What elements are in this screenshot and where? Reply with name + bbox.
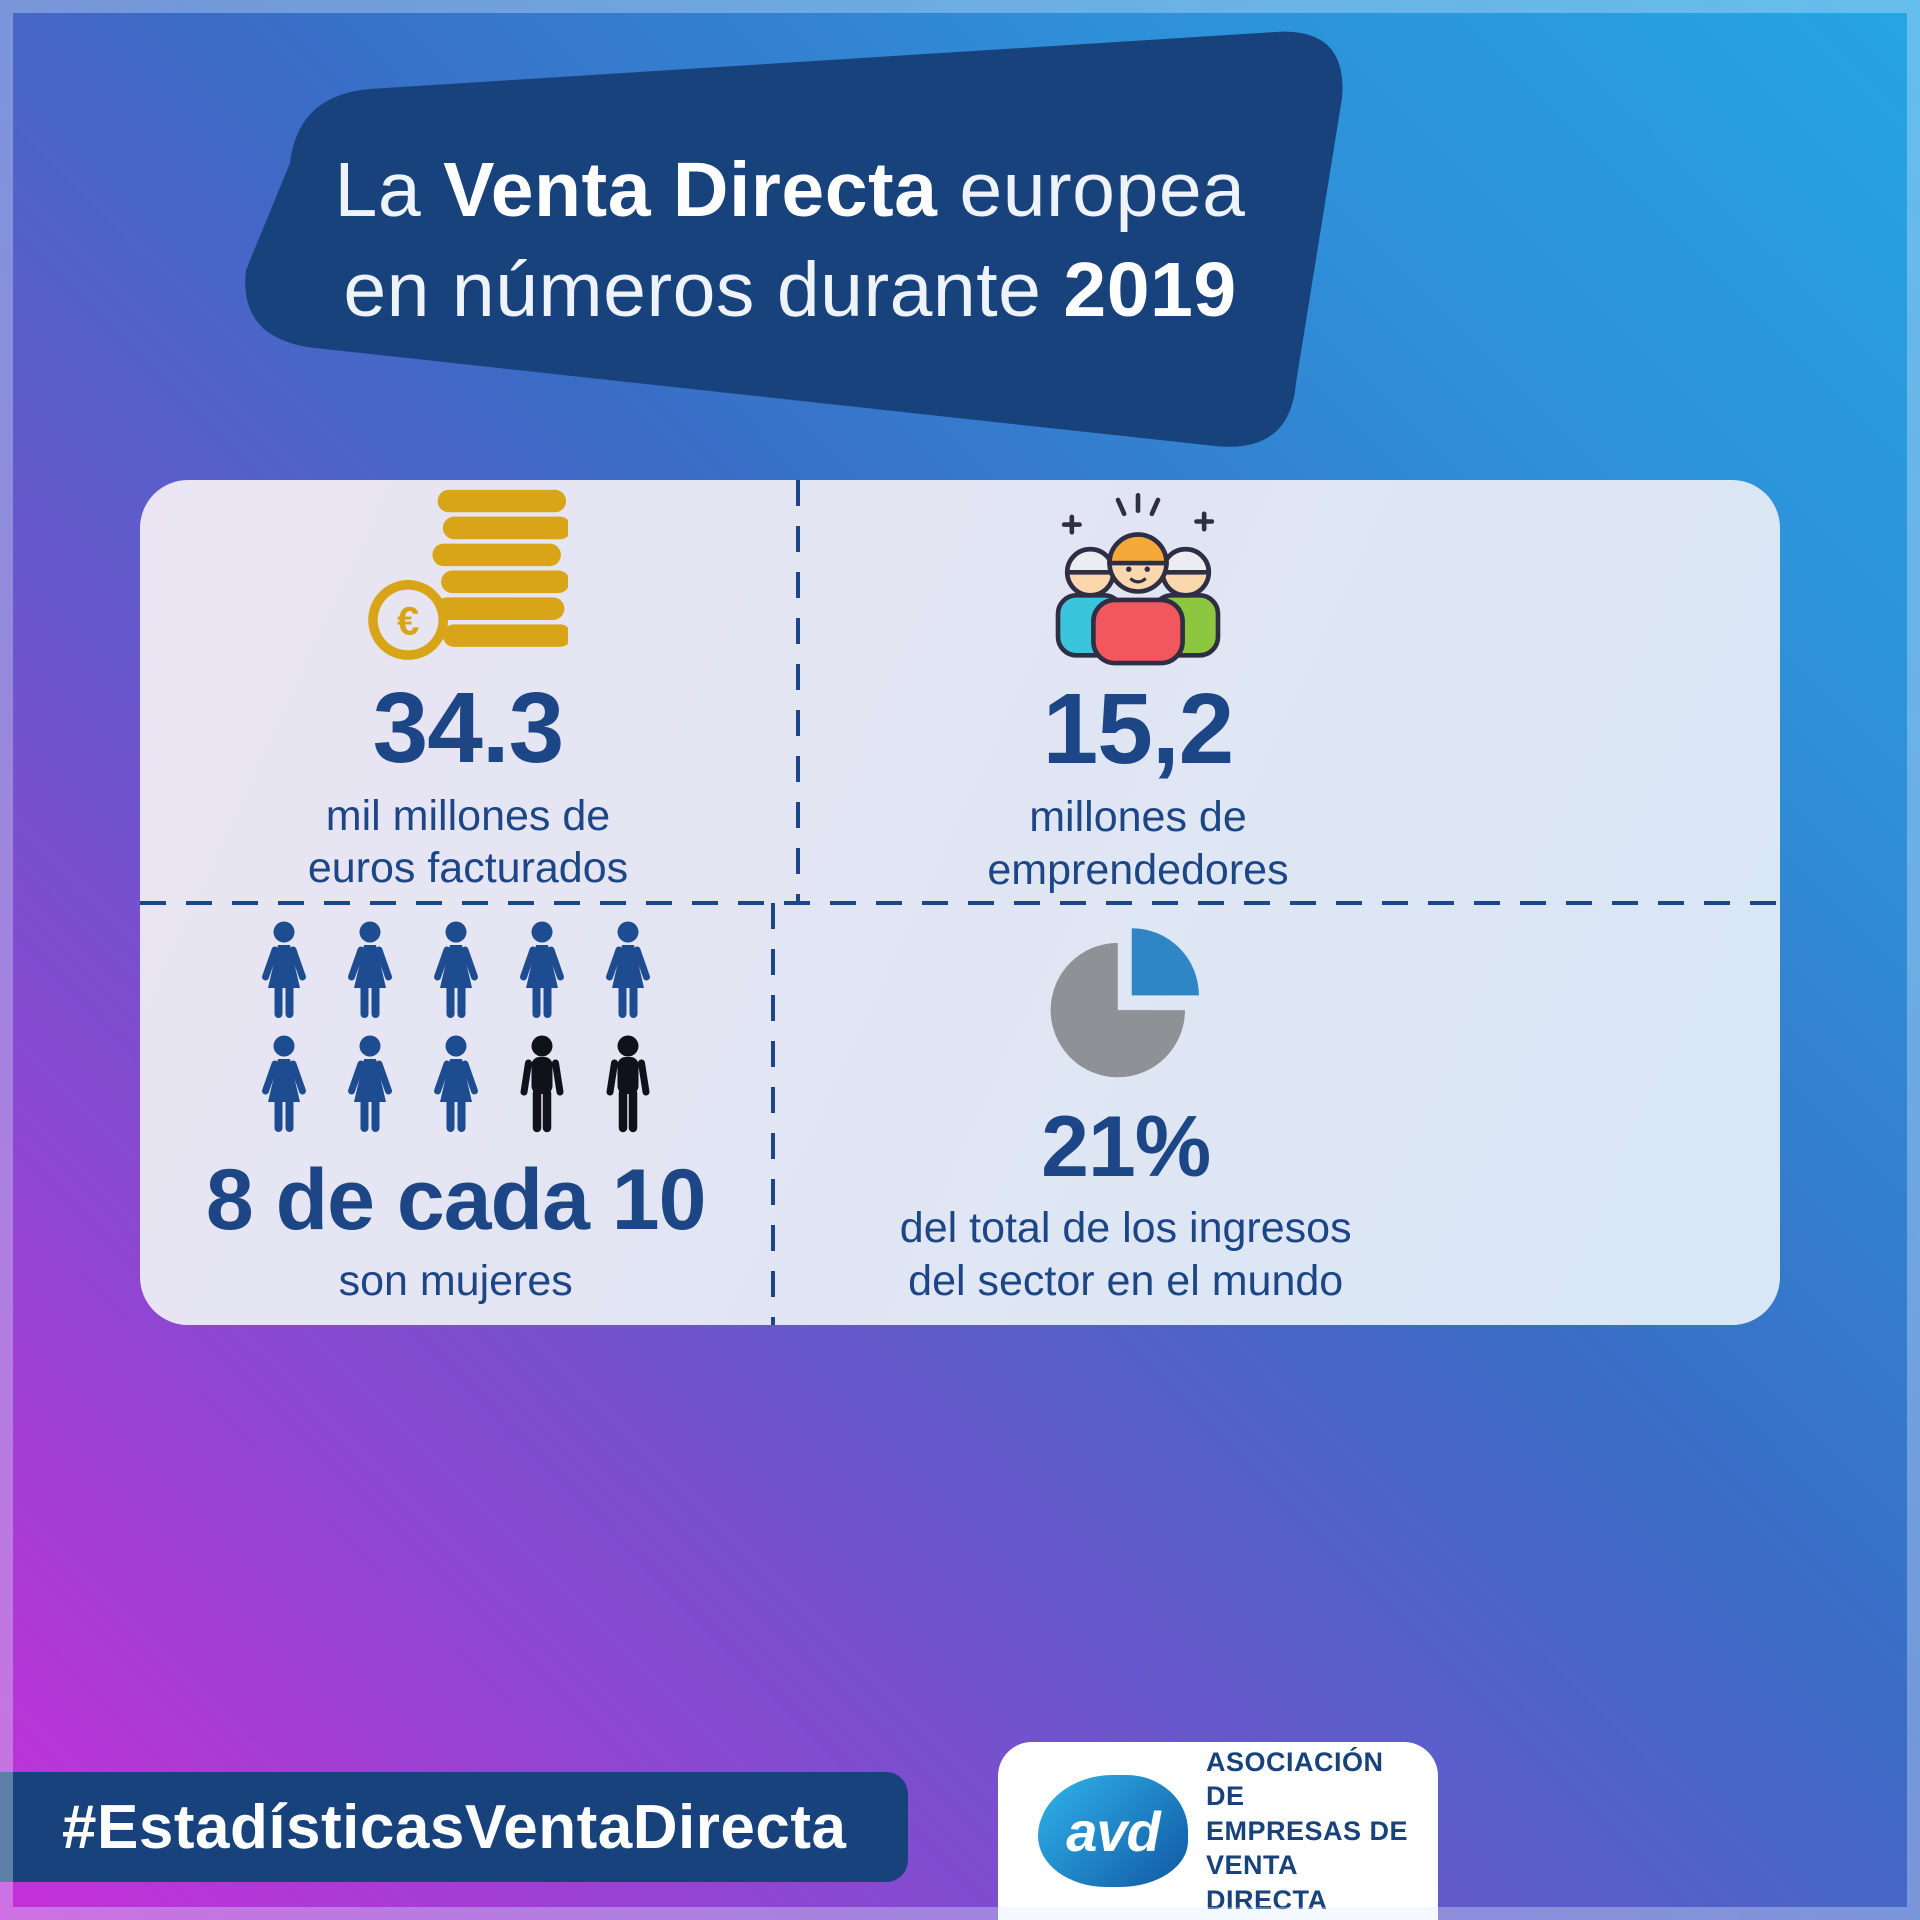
stats-top-row: € 34.3 mil millones de euros facturados	[140, 480, 1780, 903]
stats-bottom-row: 8 de cada 10 son mujeres 21% del total d…	[140, 902, 1780, 1326]
pie-chart-icon	[1050, 928, 1199, 1078]
hashtag-text: #EstadísticasVentaDirecta	[62, 1792, 847, 1862]
stat-women-value: 8 de cada 10	[205, 1151, 707, 1248]
svg-text:€: €	[397, 600, 419, 644]
stat-world-share-label: del total de los ingresos del sector en …	[899, 1204, 1352, 1305]
hashtag-bar: #EstadísticasVentaDirecta	[0, 1772, 908, 1882]
divider-vertical-bottom	[771, 902, 776, 1325]
entrepreneurs-icon	[1055, 493, 1221, 666]
stat-entrepreneurs-value: 15,2	[1042, 673, 1235, 786]
stat-women-label: son mujeres	[338, 1256, 573, 1305]
avd-logo-mark: avd	[1038, 1775, 1188, 1887]
woman-icon	[261, 1035, 306, 1132]
woman-icon	[605, 921, 650, 1018]
stat-revenue: € 34.3 mil millones de euros facturados	[140, 480, 796, 903]
stat-women: 8 de cada 10 son mujeres	[140, 903, 771, 1326]
avd-logo-card: avd ASOCIACIÓN DE EMPRESAS DE VENTA DIRE…	[998, 1742, 1438, 1920]
woman-icon	[261, 921, 306, 1018]
title-banner-shape	[245, 31, 1343, 447]
woman-icon	[347, 921, 392, 1018]
avd-logo-text: avd	[1066, 1799, 1160, 1863]
women-men-pictogram	[254, 921, 658, 1135]
page-title: La Venta Directa europea en números dura…	[280, 140, 1300, 340]
stat-entrepreneurs: 15,2 millones de emprendedores	[796, 480, 1780, 903]
divider-horizontal	[140, 900, 1780, 905]
woman-icon	[433, 1035, 478, 1132]
avd-org-name: ASOCIACIÓN DE EMPRESAS DE VENTA DIRECTA	[1206, 1746, 1409, 1915]
page-title-line2: en números durante 2019	[343, 247, 1237, 333]
stat-revenue-label: mil millones de euros facturados	[307, 791, 629, 893]
stat-entrepreneurs-label: millones de emprendedores	[987, 793, 1289, 894]
man-icon	[606, 1035, 650, 1132]
page-title-line1: La Venta Directa europea	[334, 147, 1246, 233]
woman-icon	[347, 1035, 392, 1132]
woman-icon	[433, 921, 478, 1018]
stat-world-share: 21% del total de los ingresos del sector…	[771, 903, 1780, 1326]
stats-card: € 34.3 mil millones de euros facturados	[140, 480, 1780, 1325]
euro-coins-icon: €	[368, 489, 568, 660]
divider-vertical-top	[796, 480, 800, 903]
stat-world-share-value: 21%	[1041, 1099, 1211, 1196]
stat-revenue-value: 34.3	[372, 671, 565, 784]
man-icon	[520, 1035, 564, 1132]
woman-icon	[519, 921, 564, 1018]
